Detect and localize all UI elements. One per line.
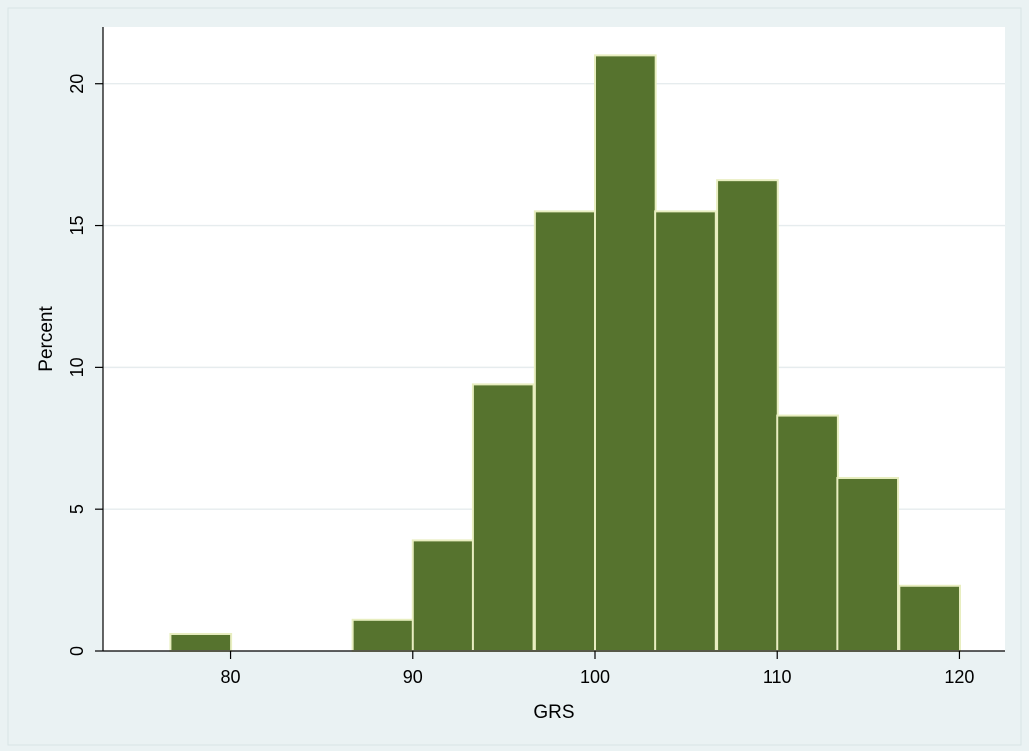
bar-11 — [836, 476, 900, 652]
y-tick-label-1: 5 — [67, 504, 87, 514]
x-tick-label-3: 110 — [763, 667, 792, 687]
y-tick-label-3: 15 — [67, 216, 87, 236]
bar-3 — [351, 618, 415, 652]
bar-12 — [898, 584, 961, 652]
bar-4 — [411, 539, 475, 653]
y-axis-ticks: 0 5 10 15 20 — [67, 74, 103, 656]
bar-0 — [169, 632, 233, 652]
y-axis-title: Percent — [36, 306, 57, 372]
bar-5 — [471, 383, 535, 652]
y-tick-label-2: 10 — [67, 357, 87, 377]
x-tick-label-2: 100 — [580, 667, 610, 687]
x-tick-label-0: 80 — [221, 667, 241, 687]
bar-8 — [654, 210, 717, 652]
x-axis-title: GRS — [533, 702, 574, 723]
y-tick-label-0: 0 — [67, 646, 87, 656]
bar-9 — [716, 179, 779, 652]
x-tick-label-1: 90 — [403, 667, 423, 687]
x-tick-label-4: 120 — [944, 667, 974, 687]
x-axis-ticks: 80 90 100 110 120 — [221, 651, 974, 687]
y-tick-label-4: 20 — [67, 74, 87, 94]
bar-10 — [776, 414, 839, 652]
bar-6 — [533, 210, 597, 652]
bar-7 — [594, 54, 657, 652]
